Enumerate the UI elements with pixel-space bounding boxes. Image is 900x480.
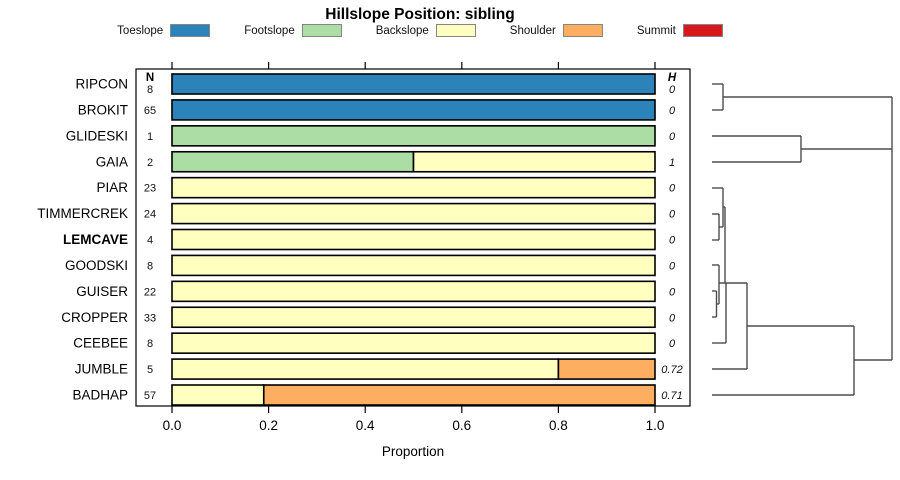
h-value: 0 xyxy=(669,105,676,117)
legend-swatch-icon xyxy=(301,24,342,37)
row-label-ceebee: CEEBEE xyxy=(73,336,128,351)
legend-item-backslope: Backslope xyxy=(376,24,476,37)
legend-item-toeslope: Toeslope xyxy=(117,24,211,37)
x-tick-label: 0.6 xyxy=(452,418,471,433)
bar-segment-shoulder xyxy=(557,358,656,380)
legend-item-summit: Summit xyxy=(637,24,723,37)
bar-segment-backslope xyxy=(171,280,656,303)
x-tick-label: 0.4 xyxy=(356,418,375,433)
bar-segment-backslope xyxy=(171,228,656,251)
row-label-badhap: BADHAP xyxy=(72,388,128,403)
row-label-lemcave: LEMCAVE xyxy=(63,232,128,247)
bar-segment-toeslope xyxy=(171,73,656,95)
x-axis-title: Proportion xyxy=(382,444,444,459)
bar-segment-footslope xyxy=(171,150,415,173)
bar-segment-backslope xyxy=(171,202,656,225)
h-value: 0.72 xyxy=(661,364,682,376)
row-label-cropper: CROPPER xyxy=(61,310,128,325)
row-label-gaia: GAIA xyxy=(96,154,128,169)
n-value: 2 xyxy=(147,157,153,169)
row-label-goodski: GOODSKI xyxy=(65,258,128,273)
bar-segment-toeslope xyxy=(171,99,656,121)
bar-segment-backslope xyxy=(171,306,656,329)
legend-swatch-icon xyxy=(435,24,476,37)
row-label-piar: PIAR xyxy=(96,180,128,195)
bar-segment-backslope xyxy=(171,254,656,277)
h-column-header: H xyxy=(668,72,677,84)
legend-label: Backslope xyxy=(375,24,429,37)
h-value: 0 xyxy=(669,312,676,324)
bar-segment-backslope xyxy=(171,384,265,406)
bar-segment-backslope xyxy=(171,176,656,199)
bar-segment-footslope xyxy=(171,125,656,147)
n-value: 1 xyxy=(147,131,153,143)
h-value: 0 xyxy=(669,131,676,143)
legend-label: Summit xyxy=(636,24,676,37)
x-tick-label: 0.2 xyxy=(259,418,278,433)
x-tick-label: 0.8 xyxy=(549,418,568,433)
bar-segment-backslope xyxy=(171,358,560,380)
legend-item-shoulder: Shoulder xyxy=(510,24,603,37)
row-label-jumble: JUMBLE xyxy=(75,362,128,377)
legend-swatch-icon xyxy=(170,24,211,37)
n-value: 57 xyxy=(144,390,156,402)
n-column-header: N xyxy=(146,72,154,84)
x-tick-label: 1.0 xyxy=(646,418,665,433)
h-value: 0 xyxy=(669,183,676,195)
bar-segment-backslope xyxy=(171,332,656,354)
row-label-timmercrek: TIMMERCREK xyxy=(37,206,128,221)
row-label-glideski: GLIDESKI xyxy=(66,128,128,143)
row-label-guiser: GUISER xyxy=(76,284,128,299)
n-value: 4 xyxy=(147,235,153,247)
n-value: 22 xyxy=(144,286,156,298)
bar-segment-shoulder xyxy=(262,384,656,406)
legend-label: Toeslope xyxy=(117,24,164,37)
h-value: 1 xyxy=(669,157,675,169)
legend-swatch-icon xyxy=(562,24,603,37)
h-value: 0 xyxy=(669,286,676,298)
h-value: 0 xyxy=(669,235,676,247)
chart-title: Hillslope Position: sibling xyxy=(325,6,515,23)
plot-box xyxy=(135,68,691,407)
legend: Toeslope Footslope Backslope Shoulder Summit xyxy=(0,24,840,37)
row-label-ripcon: RIPCON xyxy=(75,77,128,92)
bar-segment-backslope xyxy=(412,150,656,173)
n-value: 65 xyxy=(144,105,156,117)
x-tick-label: 0.0 xyxy=(163,418,182,433)
row-label-brokit: BROKIT xyxy=(78,102,128,117)
n-value: 33 xyxy=(144,312,156,324)
n-value: 8 xyxy=(147,338,153,350)
n-value: 24 xyxy=(144,209,156,221)
n-value: 5 xyxy=(147,364,153,376)
legend-label: Shoulder xyxy=(509,24,556,37)
n-value: 23 xyxy=(144,183,156,195)
h-value: 0.71 xyxy=(661,390,682,402)
legend-swatch-icon xyxy=(682,24,723,37)
legend-label: Footslope xyxy=(244,24,295,37)
legend-item-footslope: Footslope xyxy=(244,24,342,37)
n-value: 8 xyxy=(147,260,153,272)
h-value: 0 xyxy=(669,84,676,96)
h-value: 0 xyxy=(669,338,676,350)
h-value: 0 xyxy=(669,209,676,221)
h-value: 0 xyxy=(669,260,676,272)
n-value: 8 xyxy=(147,84,153,96)
